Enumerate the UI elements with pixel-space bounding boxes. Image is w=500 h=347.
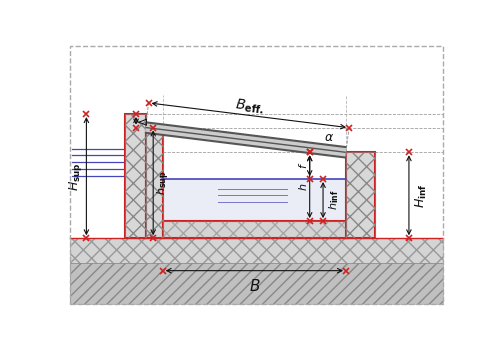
Bar (146, 128, 162, 238)
Text: $h_{\bf inf}$: $h_{\bf inf}$ (328, 190, 342, 210)
Text: $h$: $h$ (297, 183, 309, 191)
Bar (70, 263, 442, 304)
Text: $h_{\bf sup}$: $h_{\bf sup}$ (156, 171, 172, 195)
Text: $B$: $B$ (248, 278, 260, 294)
Bar (162, 179, 346, 221)
Text: $\alpha$: $\alpha$ (324, 131, 334, 144)
Text: $\Delta$: $\Delta$ (138, 116, 150, 126)
Text: $f$: $f$ (297, 162, 309, 169)
Bar (146, 128, 162, 238)
Bar (162, 221, 346, 238)
Text: $B_{\bf eff.}$: $B_{\bf eff.}$ (234, 97, 266, 117)
Bar (346, 152, 374, 238)
Text: $H_{\bf inf}$: $H_{\bf inf}$ (414, 183, 428, 208)
Bar (70, 238, 442, 263)
Bar (162, 221, 346, 238)
Bar (124, 114, 146, 238)
Bar (70, 263, 442, 304)
Text: $H_{\bf sup}$: $H_{\bf sup}$ (67, 162, 84, 191)
Bar (70, 114, 124, 238)
Bar (124, 114, 146, 238)
Bar (70, 238, 442, 263)
Bar (346, 152, 374, 238)
